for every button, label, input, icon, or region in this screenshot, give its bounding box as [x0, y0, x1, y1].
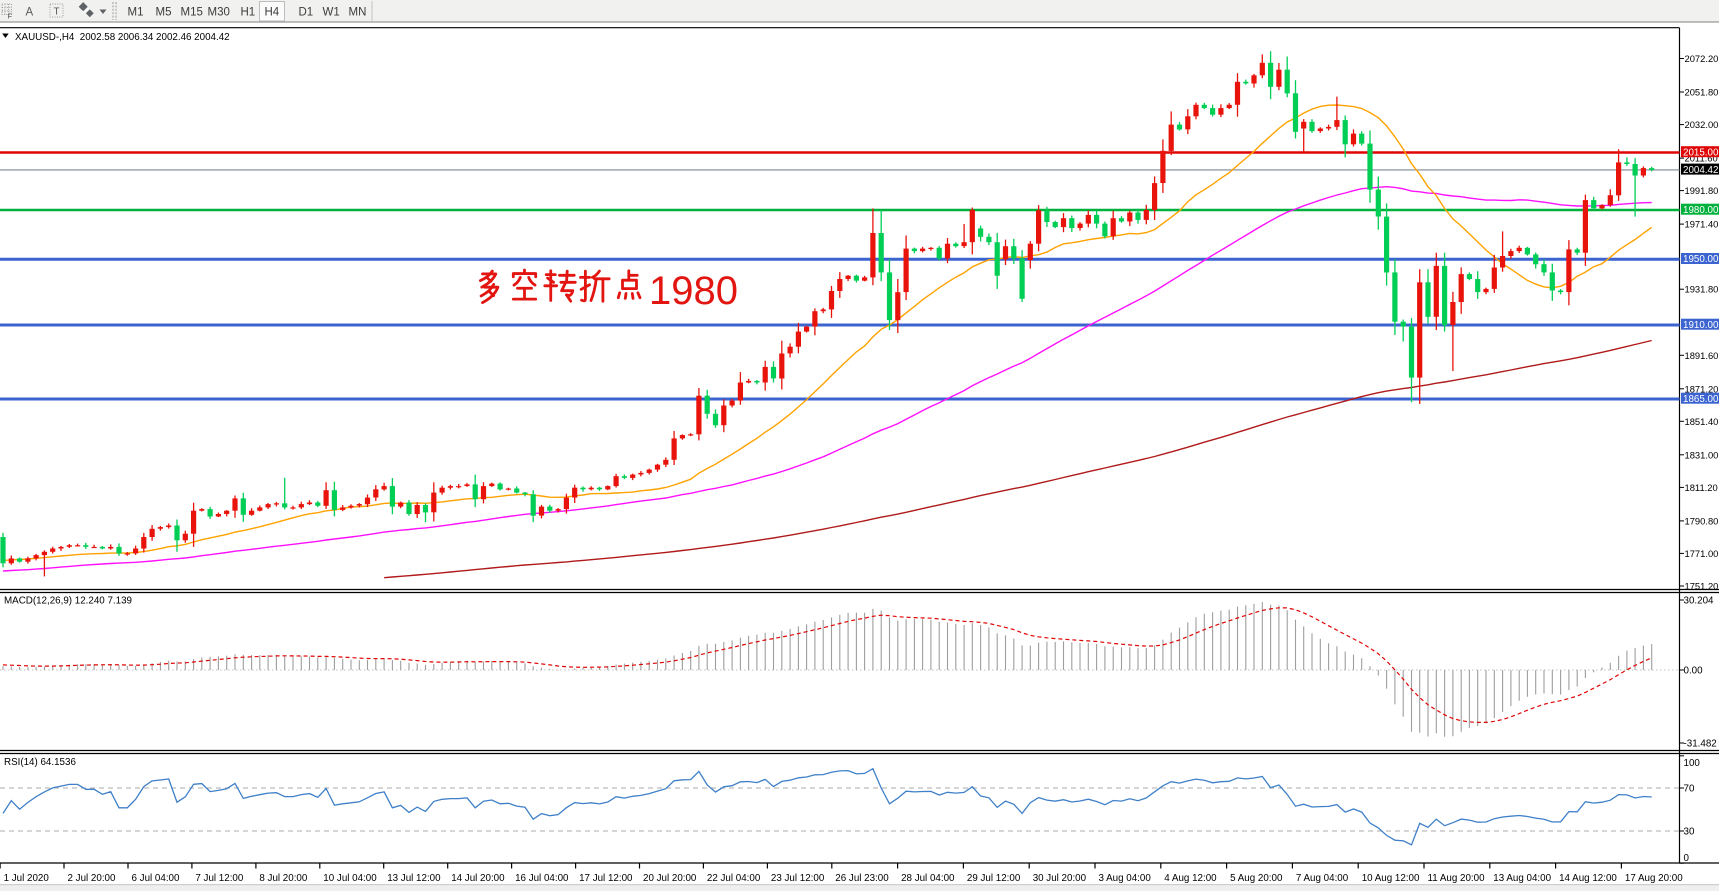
- svg-text:17 Jul 12:00: 17 Jul 12:00: [579, 873, 633, 884]
- svg-text:0: 0: [1684, 853, 1690, 864]
- svg-text:1971.40: 1971.40: [1685, 219, 1719, 230]
- svg-text:1790.80: 1790.80: [1685, 515, 1719, 526]
- svg-text:A: A: [26, 7, 34, 19]
- svg-text:2 Jul 20:00: 2 Jul 20:00: [68, 873, 116, 884]
- svg-text:2072.20: 2072.20: [1685, 53, 1719, 64]
- svg-text:1811.20: 1811.20: [1685, 482, 1718, 493]
- svg-text:7 Jul 12:00: 7 Jul 12:00: [195, 873, 243, 884]
- svg-text:W1: W1: [323, 7, 340, 19]
- svg-text:13 Aug 04:00: 13 Aug 04:00: [1493, 873, 1551, 884]
- svg-text:1950.00: 1950.00: [1683, 254, 1719, 265]
- svg-text:H4: H4: [265, 7, 280, 19]
- svg-text:10 Aug 12:00: 10 Aug 12:00: [1362, 873, 1420, 884]
- svg-text:1831.00: 1831.00: [1685, 449, 1719, 460]
- svg-text:MN: MN: [349, 7, 367, 19]
- svg-text:22 Jul 04:00: 22 Jul 04:00: [707, 873, 761, 884]
- svg-text:H1: H1: [241, 7, 256, 19]
- svg-text:-31.482: -31.482: [1684, 739, 1717, 750]
- svg-text:16 Jul 04:00: 16 Jul 04:00: [515, 873, 569, 884]
- svg-text:0.00: 0.00: [1684, 666, 1704, 677]
- svg-text:M30: M30: [208, 7, 230, 19]
- svg-text:1931.80: 1931.80: [1685, 284, 1719, 295]
- svg-text:1865.00: 1865.00: [1683, 394, 1719, 405]
- svg-text:XAUUSD-,H4 2002.58 2006.34 20: XAUUSD-,H4 2002.58 2006.34 2002.46 2004.…: [15, 32, 230, 43]
- svg-text:14 Aug 12:00: 14 Aug 12:00: [1559, 873, 1617, 884]
- svg-text:1980: 1980: [649, 269, 738, 313]
- svg-text:1871.20: 1871.20: [1685, 383, 1719, 394]
- svg-text:F: F: [8, 12, 13, 21]
- svg-text:2004.42: 2004.42: [1683, 165, 1718, 176]
- svg-text:5 Aug 20:00: 5 Aug 20:00: [1230, 873, 1283, 884]
- svg-text:1771.00: 1771.00: [1685, 548, 1719, 559]
- svg-text:14 Jul 20:00: 14 Jul 20:00: [451, 873, 505, 884]
- svg-text:MACD(12,26,9) 12.240 7.139: MACD(12,26,9) 12.240 7.139: [4, 596, 132, 607]
- svg-text:30 Jul 20:00: 30 Jul 20:00: [1033, 873, 1087, 884]
- svg-text:4 Aug 12:00: 4 Aug 12:00: [1164, 873, 1217, 884]
- svg-text:6 Jul 04:00: 6 Jul 04:00: [132, 873, 180, 884]
- svg-text:2011.60: 2011.60: [1685, 153, 1718, 164]
- svg-text:8 Jul 20:00: 8 Jul 20:00: [259, 873, 307, 884]
- svg-text:1980.00: 1980.00: [1683, 205, 1719, 216]
- svg-text:RSI(14) 64.1536: RSI(14) 64.1536: [4, 757, 76, 768]
- svg-text:2051.80: 2051.80: [1685, 87, 1719, 98]
- svg-text:3 Aug 04:00: 3 Aug 04:00: [1099, 873, 1152, 884]
- svg-text:1 Jul 2020: 1 Jul 2020: [4, 873, 50, 884]
- svg-text:2015.00: 2015.00: [1683, 147, 1719, 158]
- svg-text:30.204: 30.204: [1684, 596, 1715, 607]
- svg-text:1991.80: 1991.80: [1685, 185, 1719, 196]
- svg-text:M15: M15: [181, 7, 203, 19]
- svg-text:20 Jul 20:00: 20 Jul 20:00: [643, 873, 697, 884]
- svg-text:1851.40: 1851.40: [1685, 416, 1719, 427]
- svg-text:M1: M1: [128, 7, 144, 19]
- svg-text:17 Aug 20:00: 17 Aug 20:00: [1625, 873, 1683, 884]
- svg-text:D1: D1: [299, 7, 314, 19]
- svg-text:2032.00: 2032.00: [1685, 119, 1719, 130]
- svg-text:29 Jul 12:00: 29 Jul 12:00: [967, 873, 1021, 884]
- svg-text:13 Jul 12:00: 13 Jul 12:00: [387, 873, 441, 884]
- svg-text:26 Jul 23:00: 26 Jul 23:00: [835, 873, 889, 884]
- svg-text:28 Jul 04:00: 28 Jul 04:00: [901, 873, 955, 884]
- svg-text:M5: M5: [156, 7, 172, 19]
- svg-text:23 Jul 12:00: 23 Jul 12:00: [771, 873, 825, 884]
- svg-text:T: T: [54, 7, 60, 18]
- svg-text:70: 70: [1684, 784, 1695, 795]
- svg-text:10 Jul 04:00: 10 Jul 04:00: [323, 873, 377, 884]
- svg-text:11 Aug 20:00: 11 Aug 20:00: [1428, 873, 1486, 884]
- svg-text:7 Aug 04:00: 7 Aug 04:00: [1296, 873, 1349, 884]
- svg-text:100: 100: [1684, 758, 1701, 769]
- svg-text:1891.60: 1891.60: [1685, 350, 1719, 361]
- svg-text:30: 30: [1684, 827, 1695, 838]
- svg-text:1910.00: 1910.00: [1683, 320, 1719, 331]
- svg-text:1751.20: 1751.20: [1685, 581, 1719, 592]
